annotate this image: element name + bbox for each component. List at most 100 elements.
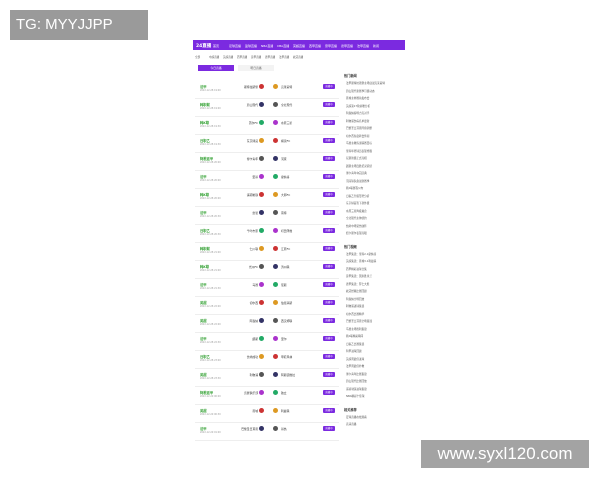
tab[interactable]: 今日直播 bbox=[198, 65, 234, 71]
sidebar-link[interactable]: 朗斯主场连胜纪录延续 bbox=[346, 164, 372, 168]
away-team: 克莱蒙特 bbox=[281, 85, 293, 89]
sidebar-link[interactable]: 纽卡斯尔表现亮眼 bbox=[346, 232, 367, 235]
live-button[interactable]: 直播中 bbox=[323, 354, 335, 359]
nav-link[interactable]: 足球直播 bbox=[229, 43, 242, 48]
live-button[interactable]: 直播中 bbox=[323, 372, 335, 377]
sidebar-link[interactable]: 巴黎圣日耳曼阵容调整 bbox=[346, 127, 372, 130]
subnav-link[interactable]: 西甲直播 bbox=[237, 56, 248, 59]
sidebar-link[interactable]: 全北现代主帅续约 bbox=[346, 217, 367, 220]
sidebar-link[interactable]: 英超周最佳进球 bbox=[346, 357, 365, 361]
sidebar-link[interactable]: 蔚山现代比赛回放 bbox=[346, 380, 367, 383]
live-button[interactable]: 直播中 bbox=[323, 192, 335, 197]
sidebar-link[interactable]: 马赛主场胜利集锦 bbox=[346, 327, 367, 331]
sidebar-link[interactable]: 里昂年轻球员表现抢眼 bbox=[346, 149, 372, 153]
match-row: 法甲 2022-12-28 22:30 朗斯 里尔 直播中 bbox=[195, 332, 339, 351]
live-button[interactable]: 直播中 bbox=[323, 138, 335, 143]
live-button[interactable]: 直播中 bbox=[323, 336, 335, 341]
sidebar-link[interactable]: 东京绿茵签下新外援 bbox=[346, 202, 370, 205]
sidebar-link[interactable]: 足球直播在线观看 bbox=[346, 415, 367, 419]
league: 法甲 bbox=[200, 427, 207, 431]
sidebar-link[interactable]: NBA精彩十佳球 bbox=[346, 395, 365, 398]
subnav-link[interactable]: 法甲直播 bbox=[279, 56, 290, 59]
sidebar-link[interactable]: 阿甲进球回顾 bbox=[346, 350, 362, 353]
nav-link[interactable]: 篮球直播 bbox=[245, 43, 258, 48]
live-button[interactable]: 直播中 bbox=[323, 390, 335, 395]
sidebar-link[interactable]: 马赛主教练谈联赛目标 bbox=[346, 142, 372, 145]
match-time: 2022-12-28 20:30 bbox=[200, 233, 221, 236]
live-button[interactable]: 直播中 bbox=[323, 300, 335, 305]
sidebar-link[interactable]: 利物浦进球集锦 bbox=[346, 305, 365, 308]
sidebar-link[interactable]: 河床球队备战新赛季 bbox=[346, 179, 370, 183]
sidebar-link[interactable]: 博卡青年夺冠庆典 bbox=[346, 172, 367, 175]
live-button[interactable]: 直播中 bbox=[323, 246, 335, 251]
live-button[interactable]: 直播中 bbox=[323, 318, 335, 323]
sidebar-link[interactable]: 西甲精彩进球合集 bbox=[346, 267, 367, 271]
live-button[interactable]: 直播中 bbox=[323, 210, 335, 215]
sidebar-link[interactable]: 利物浦伤病名单更新 bbox=[346, 119, 370, 123]
sidebar-link[interactable]: 博卡青年比赛集锦 bbox=[346, 372, 367, 376]
live-button[interactable]: 直播中 bbox=[323, 174, 335, 179]
home-team: 曼城 bbox=[252, 409, 258, 413]
sidebar-link[interactable]: 热刺中场受伤缺阵 bbox=[346, 224, 367, 228]
match-time: 2022-12-28 20:00 bbox=[200, 179, 221, 182]
sidebar-link[interactable]: 意甲集锦：国米胜米兰 bbox=[346, 275, 372, 278]
live-button[interactable]: 直播中 bbox=[323, 228, 335, 233]
sidebar-link[interactable]: 蔚山现代新赛季引援动态 bbox=[346, 89, 375, 93]
sidebar-link[interactable]: 法甲集锦：里昂2-1摩纳哥 bbox=[346, 252, 377, 256]
sidebar-link[interactable]: 日职乙比赛集锦 bbox=[346, 342, 365, 346]
sidebar-link[interactable]: 切尔西比赛精华 bbox=[346, 312, 365, 316]
nav-link[interactable]: 新闻 bbox=[373, 43, 380, 48]
subnav-link[interactable]: 中超直播 bbox=[209, 56, 220, 59]
sidebar-link[interactable]: 欧冠经典比赛回顾 bbox=[346, 290, 367, 293]
sidebar-link[interactable]: 英超集锦：曼城3-1利兹联 bbox=[346, 260, 377, 263]
logo[interactable]: 24直播 bbox=[196, 43, 212, 49]
sidebar-link[interactable]: 法甲斯特拉斯堡主场迎战克莱蒙特 bbox=[346, 82, 385, 85]
subnav-link[interactable]: 德甲直播 bbox=[265, 56, 276, 59]
subnav-link[interactable]: 全部 bbox=[195, 56, 201, 59]
sidebar-link[interactable]: 尼斯新援正式亮相 bbox=[346, 157, 367, 160]
away-team: 大邱FC bbox=[281, 193, 291, 197]
sidebar-link[interactable]: 浦项制铁进球集锦 bbox=[346, 387, 367, 391]
sidebar-link[interactable]: 英超第17轮前瞻分析 bbox=[346, 104, 371, 108]
subnav-link[interactable]: 欧冠直播 bbox=[293, 56, 304, 59]
nav-link[interactable]: 意甲直播 bbox=[325, 43, 338, 48]
team-icon bbox=[259, 354, 264, 359]
sidebar-link[interactable]: 法甲周最佳扑救 bbox=[346, 365, 365, 368]
live-button[interactable]: 直播中 bbox=[323, 264, 335, 269]
league: 法甲 bbox=[200, 85, 207, 89]
sidebar-link[interactable]: 切尔西冬窗转会传闻 bbox=[346, 134, 370, 138]
sidebar-link[interactable]: 韩K联赛程公布 bbox=[346, 187, 364, 190]
tab[interactable]: 明日直播 bbox=[238, 65, 274, 71]
sidebar-link[interactable]: 日职乙升级形势分析 bbox=[346, 194, 370, 198]
subnav-link[interactable]: 意甲直播 bbox=[251, 56, 262, 59]
sidebar-link[interactable]: 德甲集锦：拜仁大胜 bbox=[346, 282, 370, 286]
live-button[interactable]: 直播中 bbox=[323, 102, 335, 107]
sidebar-link[interactable]: 巴黎圣日耳曼全场集锦 bbox=[346, 320, 372, 323]
nav-link[interactable]: 首页 bbox=[213, 43, 220, 48]
live-button[interactable]: 直播中 bbox=[323, 426, 335, 431]
live-button[interactable]: 直播中 bbox=[323, 84, 335, 89]
sidebar-link[interactable]: 水原三星降级悬念 bbox=[346, 209, 367, 213]
nav-link[interactable]: 德甲直播 bbox=[341, 43, 354, 48]
team-icon bbox=[273, 228, 278, 233]
team-icon bbox=[259, 138, 264, 143]
home-team: 光州FC bbox=[248, 265, 258, 269]
sidebar-link[interactable]: 阿森纳客场力克对手 bbox=[346, 112, 370, 115]
sidebar-link[interactable]: 曼城主帅赛前发布会 bbox=[346, 97, 370, 100]
league: 阿根廷甲 bbox=[200, 391, 214, 395]
live-button[interactable]: 直播中 bbox=[323, 282, 335, 287]
nav-link[interactable]: NBA直播 bbox=[261, 43, 274, 48]
live-button[interactable]: 直播中 bbox=[323, 120, 335, 125]
live-button[interactable]: 直播中 bbox=[323, 408, 335, 413]
match-row: 法甲 2022-12-28 20:30 雷恩 南特 直播中 bbox=[195, 206, 339, 225]
sidebar-link[interactable]: 阿森纳全场回放 bbox=[346, 297, 365, 301]
nav-link[interactable]: 西甲直播 bbox=[309, 43, 322, 48]
nav-link[interactable]: CBA直播 bbox=[277, 43, 290, 48]
live-button[interactable]: 直播中 bbox=[323, 156, 335, 161]
subnav-link[interactable]: 英超直播 bbox=[223, 56, 234, 59]
nav-link[interactable]: 法甲直播 bbox=[357, 43, 370, 48]
sidebar-link[interactable]: 韩K联精彩瞬间 bbox=[346, 335, 364, 338]
away-team: 江原FC bbox=[281, 247, 291, 251]
sidebar-link[interactable]: 高清直播 bbox=[346, 423, 357, 426]
nav-link[interactable]: 英超直播 bbox=[293, 43, 306, 48]
